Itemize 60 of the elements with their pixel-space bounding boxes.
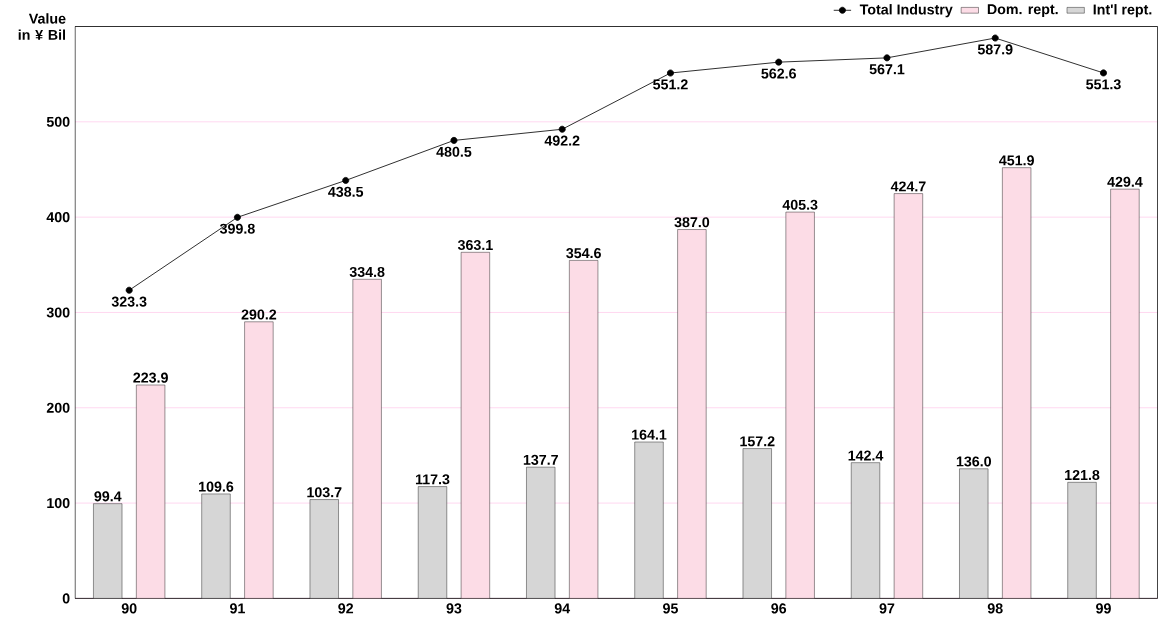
y-tick-label: 400 <box>46 211 70 223</box>
data-label: 157.2 <box>740 436 775 447</box>
y-tick-label: 300 <box>46 307 70 318</box>
x-tick-label: 93 <box>446 603 462 614</box>
legend-label: Int'l rept. <box>1093 3 1152 18</box>
data-label: 103.7 <box>307 487 342 498</box>
data-label: 137.7 <box>523 454 558 465</box>
data-label: 223.9 <box>133 372 168 383</box>
data-label: 567.1 <box>869 64 905 75</box>
data-label: 551.3 <box>1086 79 1121 90</box>
data-label: 562.6 <box>761 68 797 79</box>
data-label: 363.1 <box>457 239 493 250</box>
point <box>1100 69 1107 77</box>
legend-label: Total Industry <box>859 3 953 18</box>
x-tick-label: 92 <box>338 603 354 614</box>
point <box>883 54 891 62</box>
data-label: 429.4 <box>1107 176 1143 187</box>
data-label: 121.8 <box>1065 469 1100 480</box>
data-label: 480.5 <box>436 146 472 157</box>
point <box>666 69 674 77</box>
point <box>558 125 566 133</box>
data-label: 164.1 <box>632 429 667 440</box>
data-label: 492.2 <box>544 135 580 146</box>
data-label: 117.3 <box>415 474 450 485</box>
x-tick-label: 99 <box>1096 603 1111 614</box>
x-tick-label: 98 <box>987 603 1003 614</box>
data-label: 99.4 <box>94 491 122 502</box>
data-label: 424.7 <box>890 181 926 192</box>
data-label: 399.8 <box>219 223 255 234</box>
x-tick-label: 90 <box>121 603 137 614</box>
point <box>125 286 133 294</box>
x-tick-label: 97 <box>879 603 895 614</box>
data-label: 334.8 <box>349 266 385 277</box>
data-label: 290.2 <box>241 309 277 320</box>
x-tick-label: 96 <box>771 603 787 614</box>
point <box>991 34 999 42</box>
data-label: 387.0 <box>674 217 710 228</box>
y-tick-label: 500 <box>46 116 70 127</box>
x-tick-label: 95 <box>663 603 678 614</box>
data-label: 438.5 <box>328 186 364 197</box>
data-label: 551.2 <box>653 79 688 90</box>
y-tick-label: 100 <box>47 497 70 509</box>
data-label: 136.0 <box>956 456 992 467</box>
data-label: 323.3 <box>111 296 147 307</box>
point <box>775 58 783 66</box>
data-label: 451.9 <box>999 155 1034 166</box>
x-tick-label: 94 <box>554 603 571 614</box>
data-label: 142.4 <box>848 450 884 461</box>
legend-label: Dom. rept. <box>987 4 1058 17</box>
data-label: 405.3 <box>782 199 818 210</box>
y-axis-title: Value in ¥ Bil <box>18 13 66 40</box>
y-tick-label: 200 <box>46 402 70 413</box>
point <box>342 176 350 184</box>
point <box>233 213 241 221</box>
point <box>450 136 458 144</box>
data-label: 109.6 <box>199 481 234 492</box>
y-tick-label: 0 <box>62 593 70 604</box>
x-tick-label: 91 <box>230 603 245 614</box>
data-label: 354.6 <box>566 247 601 259</box>
data-label: 587.9 <box>977 44 1013 55</box>
